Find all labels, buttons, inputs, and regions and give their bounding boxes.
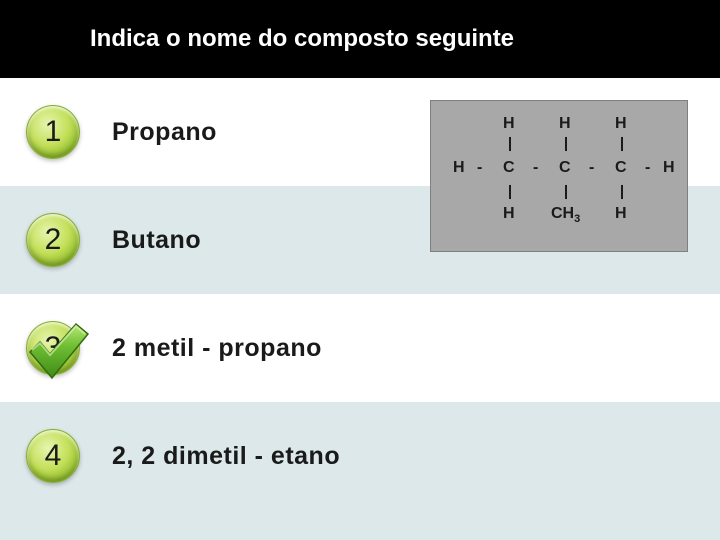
- atom-c-2: C: [559, 159, 571, 177]
- bond-icon: [565, 185, 567, 199]
- bond-icon: -: [645, 159, 650, 177]
- option-badge-4: 4: [26, 429, 80, 483]
- molecule-diagram: H H H H - C - C - C - H H CH3 H: [430, 100, 688, 252]
- bond-icon: [621, 137, 623, 151]
- atom-h-top-2: H: [559, 115, 571, 133]
- option-badge-1: 1: [26, 105, 80, 159]
- atom-h-right: H: [663, 159, 675, 177]
- bond-icon: [621, 185, 623, 199]
- bond-icon: [565, 137, 567, 151]
- option-label-2: Butano: [112, 226, 201, 255]
- atom-h-top-3: H: [615, 115, 627, 133]
- atom-h-top-1: H: [503, 115, 515, 133]
- atom-h-left: H: [453, 159, 465, 177]
- option-label-3: 2 metil - propano: [112, 334, 322, 363]
- title-text: Indica o nome do composto seguinte: [90, 25, 514, 53]
- option-label-4: 2, 2 dimetil - etano: [112, 442, 340, 471]
- title-bar: Indica o nome do composto seguinte: [0, 0, 720, 78]
- option-row-4[interactable]: 4 2, 2 dimetil - etano: [0, 402, 720, 510]
- atom-c-1: C: [503, 159, 515, 177]
- bond-icon: [509, 137, 511, 151]
- bond-icon: [509, 185, 511, 199]
- atom-h-bot-3: H: [615, 205, 627, 223]
- option-badge-2: 2: [26, 213, 80, 267]
- bond-icon: -: [589, 159, 594, 177]
- bond-icon: -: [533, 159, 538, 177]
- atom-c-3: C: [615, 159, 627, 177]
- bottom-strip: [0, 510, 720, 540]
- atom-h-bot-1: H: [503, 205, 515, 223]
- bond-icon: -: [477, 159, 482, 177]
- option-badge-3: 3: [26, 321, 80, 375]
- option-label-1: Propano: [112, 118, 217, 147]
- atom-ch3: CH3: [551, 205, 580, 225]
- option-row-3[interactable]: 3 2 metil - propano: [0, 294, 720, 402]
- slide: Indica o nome do composto seguinte 1 Pro…: [0, 0, 720, 540]
